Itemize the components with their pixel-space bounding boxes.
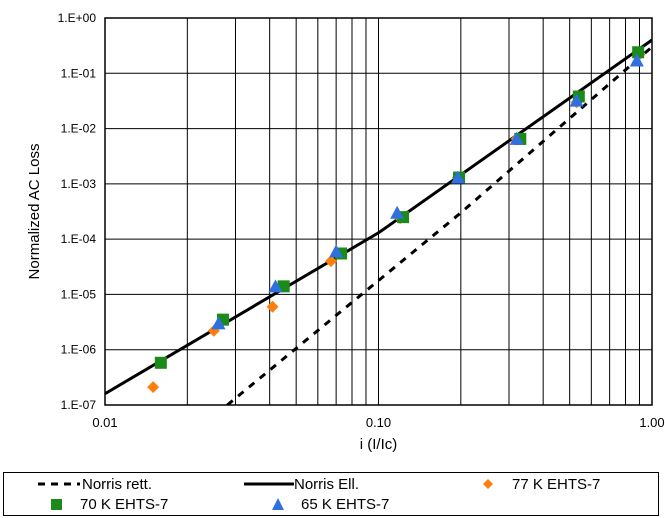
legend-item-65k: 65 K EHTS-7: [271, 494, 389, 514]
legend-item-norris-ell: Norris Ell.: [244, 474, 359, 494]
legend-item-norris-rett: Norris rett.: [36, 474, 152, 494]
data-point-77k: [147, 381, 160, 394]
data-point-65k: [450, 170, 465, 184]
data-point-70k: [335, 247, 348, 260]
x-tick-label: 0.01: [92, 415, 117, 430]
legend-label: 70 K EHTS-7: [80, 495, 169, 513]
data-point-70k: [632, 46, 645, 59]
data-point-65k: [629, 53, 644, 67]
legend-item-77k: 77 K EHTS-7: [482, 474, 600, 494]
y-tick-label: 1.E+00: [58, 11, 97, 25]
y-axis-label: Normalized AC Loss: [26, 144, 43, 280]
norris-ell-line: [105, 38, 652, 395]
y-tick-label: 1.E-07: [61, 398, 97, 412]
data-point-77k: [324, 255, 337, 268]
y-tick-label: 1.E-01: [61, 66, 97, 80]
square-icon: [51, 499, 62, 510]
legend-item-70k: 70 K EHTS-7: [50, 494, 168, 514]
marker-series-group: [147, 46, 646, 394]
solid-line-swatch: [244, 482, 294, 486]
legend-label: 65 K EHTS-7: [301, 495, 390, 513]
data-point-65k: [268, 279, 283, 293]
x-tick-label: 0.10: [366, 415, 391, 430]
data-point-65k: [390, 205, 405, 219]
line-series-group: [105, 38, 652, 405]
grid: [104, 17, 652, 406]
data-point-70k: [154, 356, 167, 369]
dashed-line-swatch: [38, 482, 80, 486]
diamond-icon: [483, 479, 493, 489]
x-tick-label: 1.00: [639, 415, 664, 430]
legend-label: Norris Ell.: [294, 475, 360, 493]
triangle-icon: [272, 498, 284, 510]
legend: Norris rett. Norris Ell. 77 K EHTS-7 70 …: [3, 472, 659, 516]
data-point-77k: [266, 300, 279, 313]
plot-frame: [104, 17, 653, 406]
data-point-65k: [569, 93, 584, 107]
y-tick-label: 1.E-05: [61, 287, 97, 301]
y-tick-label: 1.E-03: [61, 177, 97, 191]
series-layer: [105, 38, 652, 405]
x-axis-label: i (I/Ic): [360, 436, 398, 453]
y-tick-label: 1.E-02: [61, 122, 97, 136]
data-point-65k: [509, 131, 524, 145]
data-point-65k: [329, 244, 344, 258]
data-point-65k: [211, 316, 226, 330]
y-tick-label: 1.E-06: [61, 343, 97, 357]
norris-rett-line: [226, 45, 652, 405]
legend-label: Norris rett.: [82, 475, 153, 493]
legend-label: 77 K EHTS-7: [512, 475, 601, 493]
ticks: 1.E-07 1.E-06 1.E-05 1.E-04 1.E-03 1.E-02 1.E-…: [58, 11, 665, 430]
y-tick-label: 1.E-04: [61, 232, 97, 246]
